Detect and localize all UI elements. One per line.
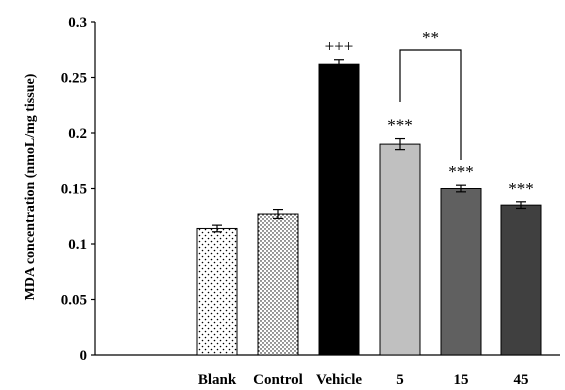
x-tick-label: 15 [454,372,469,388]
significance-label: *** [508,179,534,198]
x-tick-label: 5 [396,372,404,388]
y-tick-label: 0 [80,348,88,364]
x-tick-label: Blank [198,372,237,388]
bar-45 [500,204,542,356]
bar-5 [379,143,421,356]
significance-label: *** [387,116,413,135]
axes: 0 0.05 0.1 0.15 0.2 0.25 0.3 [61,15,560,364]
significance-label: +++ [325,37,354,56]
y-tick-label: 0.3 [68,15,87,31]
significance-label: *** [448,162,474,181]
y-tick-label: 0.25 [61,71,87,87]
y-tick-label: 0.05 [61,293,87,309]
bracket-label: ** [422,28,439,47]
bar-control [257,213,299,356]
x-tick-label: Vehicle [316,372,362,388]
y-tick-label: 0.15 [61,182,87,198]
significance-bracket [399,49,462,160]
bar-blank [196,227,238,356]
y-axis-title: MDA concentration (nmoL/mg tissue) [23,73,38,300]
y-tick-label: 0.2 [68,126,87,142]
x-tick-label: Control [253,372,303,388]
bar-15 [440,188,482,356]
x-tick-label: 45 [514,372,529,388]
labels: Blank Control Vehicle+++5***15***45***** [198,28,534,388]
bars [196,59,542,356]
bar-vehicle [318,63,360,356]
y-tick-label: 0.1 [68,237,87,253]
